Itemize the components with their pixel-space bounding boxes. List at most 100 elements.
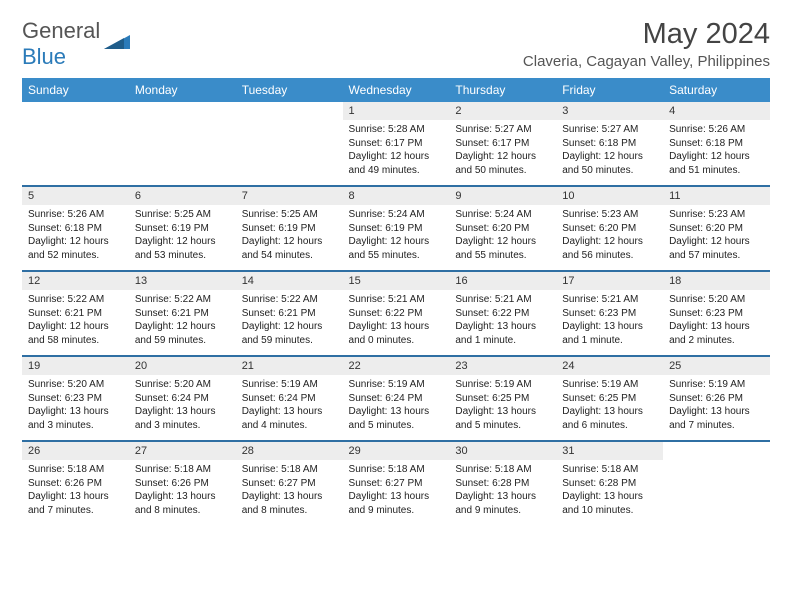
- calendar-week: 5Sunrise: 5:26 AMSunset: 6:18 PMDaylight…: [22, 186, 770, 271]
- day-number: 4: [663, 102, 770, 120]
- day-number: 23: [449, 357, 556, 375]
- day-data: Sunrise: 5:18 AMSunset: 6:26 PMDaylight:…: [22, 460, 129, 525]
- calendar-cell: 23Sunrise: 5:19 AMSunset: 6:25 PMDayligh…: [449, 356, 556, 441]
- weekday-header: Sunday: [22, 78, 129, 102]
- day-number: 24: [556, 357, 663, 375]
- day-data: Sunrise: 5:22 AMSunset: 6:21 PMDaylight:…: [236, 290, 343, 355]
- day-data: Sunrise: 5:20 AMSunset: 6:24 PMDaylight:…: [129, 375, 236, 440]
- day-number: 15: [343, 272, 450, 290]
- calendar-week: 19Sunrise: 5:20 AMSunset: 6:23 PMDayligh…: [22, 356, 770, 441]
- day-data: Sunrise: 5:18 AMSunset: 6:26 PMDaylight:…: [129, 460, 236, 525]
- day-data: Sunrise: 5:23 AMSunset: 6:20 PMDaylight:…: [556, 205, 663, 270]
- calendar-cell: 7Sunrise: 5:25 AMSunset: 6:19 PMDaylight…: [236, 186, 343, 271]
- day-data: Sunrise: 5:27 AMSunset: 6:18 PMDaylight:…: [556, 120, 663, 185]
- day-number: 20: [129, 357, 236, 375]
- day-data: Sunrise: 5:22 AMSunset: 6:21 PMDaylight:…: [22, 290, 129, 355]
- day-number: 19: [22, 357, 129, 375]
- day-data: Sunrise: 5:25 AMSunset: 6:19 PMDaylight:…: [129, 205, 236, 270]
- calendar-cell: 6Sunrise: 5:25 AMSunset: 6:19 PMDaylight…: [129, 186, 236, 271]
- calendar-cell: 14Sunrise: 5:22 AMSunset: 6:21 PMDayligh…: [236, 271, 343, 356]
- day-data: Sunrise: 5:18 AMSunset: 6:28 PMDaylight:…: [556, 460, 663, 525]
- day-data: Sunrise: 5:18 AMSunset: 6:27 PMDaylight:…: [236, 460, 343, 525]
- day-number: 10: [556, 187, 663, 205]
- calendar-week: 26Sunrise: 5:18 AMSunset: 6:26 PMDayligh…: [22, 441, 770, 525]
- brand-part2: Blue: [22, 44, 66, 69]
- day-data: Sunrise: 5:27 AMSunset: 6:17 PMDaylight:…: [449, 120, 556, 185]
- day-number: 31: [556, 442, 663, 460]
- calendar-cell: 11Sunrise: 5:23 AMSunset: 6:20 PMDayligh…: [663, 186, 770, 271]
- calendar-cell: 28Sunrise: 5:18 AMSunset: 6:27 PMDayligh…: [236, 441, 343, 525]
- location-subtitle: Claveria, Cagayan Valley, Philippines: [523, 53, 770, 70]
- brand-triangle-icon: [104, 32, 130, 57]
- weekday-header: Tuesday: [236, 78, 343, 102]
- day-number: 7: [236, 187, 343, 205]
- brand-logo: General Blue: [22, 18, 130, 70]
- day-data: Sunrise: 5:28 AMSunset: 6:17 PMDaylight:…: [343, 120, 450, 185]
- day-data: Sunrise: 5:26 AMSunset: 6:18 PMDaylight:…: [663, 120, 770, 185]
- day-number: 3: [556, 102, 663, 120]
- day-number: 26: [22, 442, 129, 460]
- calendar-cell: 21Sunrise: 5:19 AMSunset: 6:24 PMDayligh…: [236, 356, 343, 441]
- calendar-cell: 29Sunrise: 5:18 AMSunset: 6:27 PMDayligh…: [343, 441, 450, 525]
- day-data: Sunrise: 5:22 AMSunset: 6:21 PMDaylight:…: [129, 290, 236, 355]
- calendar-cell: [22, 102, 129, 186]
- calendar-cell: 30Sunrise: 5:18 AMSunset: 6:28 PMDayligh…: [449, 441, 556, 525]
- calendar-cell: 1Sunrise: 5:28 AMSunset: 6:17 PMDaylight…: [343, 102, 450, 186]
- day-data: Sunrise: 5:19 AMSunset: 6:25 PMDaylight:…: [556, 375, 663, 440]
- weekday-header: Monday: [129, 78, 236, 102]
- calendar-week: 12Sunrise: 5:22 AMSunset: 6:21 PMDayligh…: [22, 271, 770, 356]
- day-number: 29: [343, 442, 450, 460]
- day-number: 9: [449, 187, 556, 205]
- day-number: 25: [663, 357, 770, 375]
- weekday-header-row: SundayMondayTuesdayWednesdayThursdayFrid…: [22, 78, 770, 102]
- day-number: 2: [449, 102, 556, 120]
- weekday-header: Thursday: [449, 78, 556, 102]
- calendar-cell: 16Sunrise: 5:21 AMSunset: 6:22 PMDayligh…: [449, 271, 556, 356]
- month-title: May 2024: [523, 18, 770, 51]
- calendar-cell: 26Sunrise: 5:18 AMSunset: 6:26 PMDayligh…: [22, 441, 129, 525]
- calendar-cell: 10Sunrise: 5:23 AMSunset: 6:20 PMDayligh…: [556, 186, 663, 271]
- day-number: 30: [449, 442, 556, 460]
- day-number: 8: [343, 187, 450, 205]
- day-data: Sunrise: 5:20 AMSunset: 6:23 PMDaylight:…: [663, 290, 770, 355]
- day-data: Sunrise: 5:19 AMSunset: 6:24 PMDaylight:…: [343, 375, 450, 440]
- day-number: 21: [236, 357, 343, 375]
- calendar-body: 1Sunrise: 5:28 AMSunset: 6:17 PMDaylight…: [22, 102, 770, 525]
- day-number: 27: [129, 442, 236, 460]
- calendar-cell: 25Sunrise: 5:19 AMSunset: 6:26 PMDayligh…: [663, 356, 770, 441]
- weekday-header: Saturday: [663, 78, 770, 102]
- day-number: 13: [129, 272, 236, 290]
- brand-text: General Blue: [22, 18, 100, 70]
- day-number: 14: [236, 272, 343, 290]
- day-data: Sunrise: 5:21 AMSunset: 6:22 PMDaylight:…: [343, 290, 450, 355]
- calendar-cell: [236, 102, 343, 186]
- calendar-cell: 8Sunrise: 5:24 AMSunset: 6:19 PMDaylight…: [343, 186, 450, 271]
- calendar-cell: 22Sunrise: 5:19 AMSunset: 6:24 PMDayligh…: [343, 356, 450, 441]
- calendar-week: 1Sunrise: 5:28 AMSunset: 6:17 PMDaylight…: [22, 102, 770, 186]
- day-data: Sunrise: 5:19 AMSunset: 6:24 PMDaylight:…: [236, 375, 343, 440]
- day-number: 28: [236, 442, 343, 460]
- brand-part1: General: [22, 18, 100, 43]
- day-data: Sunrise: 5:18 AMSunset: 6:27 PMDaylight:…: [343, 460, 450, 525]
- weekday-header: Wednesday: [343, 78, 450, 102]
- calendar-cell: 5Sunrise: 5:26 AMSunset: 6:18 PMDaylight…: [22, 186, 129, 271]
- calendar-cell: 13Sunrise: 5:22 AMSunset: 6:21 PMDayligh…: [129, 271, 236, 356]
- calendar-cell: 9Sunrise: 5:24 AMSunset: 6:20 PMDaylight…: [449, 186, 556, 271]
- calendar-cell: 24Sunrise: 5:19 AMSunset: 6:25 PMDayligh…: [556, 356, 663, 441]
- day-data: Sunrise: 5:24 AMSunset: 6:20 PMDaylight:…: [449, 205, 556, 270]
- calendar-cell: 12Sunrise: 5:22 AMSunset: 6:21 PMDayligh…: [22, 271, 129, 356]
- day-number: 17: [556, 272, 663, 290]
- day-number: 22: [343, 357, 450, 375]
- day-data: Sunrise: 5:19 AMSunset: 6:25 PMDaylight:…: [449, 375, 556, 440]
- calendar-cell: 17Sunrise: 5:21 AMSunset: 6:23 PMDayligh…: [556, 271, 663, 356]
- day-data: Sunrise: 5:18 AMSunset: 6:28 PMDaylight:…: [449, 460, 556, 525]
- calendar-cell: 20Sunrise: 5:20 AMSunset: 6:24 PMDayligh…: [129, 356, 236, 441]
- calendar-cell: 27Sunrise: 5:18 AMSunset: 6:26 PMDayligh…: [129, 441, 236, 525]
- header: General Blue May 2024 Claveria, Cagayan …: [22, 18, 770, 70]
- calendar-cell: 15Sunrise: 5:21 AMSunset: 6:22 PMDayligh…: [343, 271, 450, 356]
- day-data: Sunrise: 5:21 AMSunset: 6:23 PMDaylight:…: [556, 290, 663, 355]
- day-number: 11: [663, 187, 770, 205]
- title-block: May 2024 Claveria, Cagayan Valley, Phili…: [523, 18, 770, 70]
- calendar-cell: 19Sunrise: 5:20 AMSunset: 6:23 PMDayligh…: [22, 356, 129, 441]
- calendar-cell: [129, 102, 236, 186]
